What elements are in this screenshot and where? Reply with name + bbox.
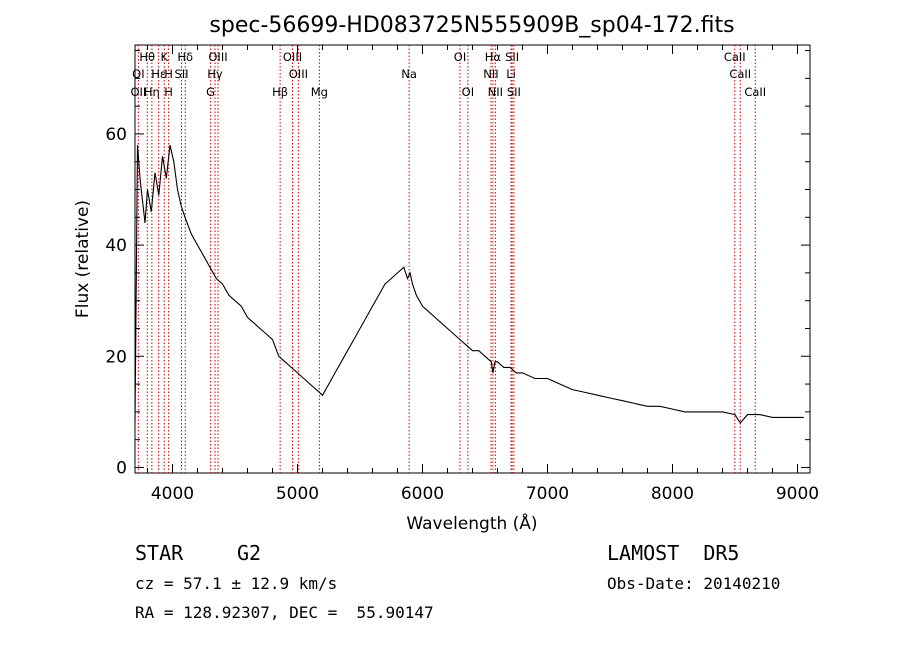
spectral-line-label: Na [401, 67, 417, 81]
y-tick-label: 60 [105, 125, 127, 145]
spectral-line-label: K [160, 50, 168, 64]
spectral-line-label: OIII [289, 67, 308, 81]
spectral-line-label: Li [506, 67, 516, 81]
spectral-line-label: H [164, 85, 173, 99]
spectral-line-label: SII [505, 50, 519, 64]
line-markers [137, 45, 756, 473]
spectral-line-label: OI [132, 67, 144, 81]
spectral-line-label: NII [483, 67, 498, 81]
spectrum-line [134, 144, 804, 424]
spectrum-series [134, 144, 804, 424]
spectral-line-label: NII [488, 85, 503, 99]
spectral-line-label: CaII [724, 50, 746, 64]
chart-title: spec-56699-HD083725N555909B_sp04-172.fit… [209, 13, 734, 38]
spectral-line-label: OIII [283, 50, 302, 64]
y-axis-label: Flux (relative) [73, 200, 93, 318]
y-tick-label: 40 [105, 236, 127, 256]
spectral-line-label: OIII [208, 50, 227, 64]
x-tick-label: 7000 [526, 484, 569, 504]
spectral-line-label: G [206, 85, 215, 99]
spectral-line-label: OII [130, 85, 146, 99]
object-class: STAR [135, 541, 184, 565]
x-tick-label: 8000 [651, 484, 694, 504]
spectral-line-label: Hδ [177, 50, 193, 64]
spectral-line-label: CaII [744, 85, 766, 99]
spectral-line-label: OI [454, 50, 466, 64]
spectral-line-label: CaII [729, 67, 751, 81]
spectral-line-label: Hγ [207, 67, 223, 81]
plot-frame [134, 44, 811, 474]
x-tick-label: 5000 [276, 484, 319, 504]
spectral-line-label: Mg [311, 85, 328, 99]
x-tick-label: 9000 [776, 484, 819, 504]
spectral-line-label: H [164, 67, 173, 81]
spectral-line-label: OI [462, 85, 474, 99]
spectral-line-label: Hε [151, 67, 166, 81]
spectral-line-label: Hβ [272, 85, 288, 99]
redshift-velocity: cz = 57.1 ± 12.9 km/s [135, 574, 338, 593]
survey-name: LAMOST DR5 [607, 541, 740, 565]
spectral-line-label: SII [507, 85, 521, 99]
sky-coordinates: RA = 128.92307, DEC = 55.90147 [135, 603, 434, 622]
spectral-line-label: Hη [144, 85, 160, 99]
y-axis-ticks: 0 20 40 60 [105, 50, 810, 478]
observation-date: Obs-Date: 20140210 [607, 574, 781, 593]
y-tick-label: 20 [105, 347, 127, 367]
x-tick-label: 4000 [151, 484, 194, 504]
x-axis-label: Wavelength (Å) [406, 512, 537, 534]
x-tick-label: 6000 [401, 484, 444, 504]
spectral-line-label: SII [174, 67, 188, 81]
spectral-line-label: Hα [485, 50, 502, 64]
spectral-line-label: Hθ [139, 50, 155, 64]
object-subclass: G2 [237, 541, 262, 565]
x-axis-ticks: 4000 5000 6000 7000 8000 9000 [147, 45, 819, 504]
y-tick-label: 0 [116, 458, 127, 478]
